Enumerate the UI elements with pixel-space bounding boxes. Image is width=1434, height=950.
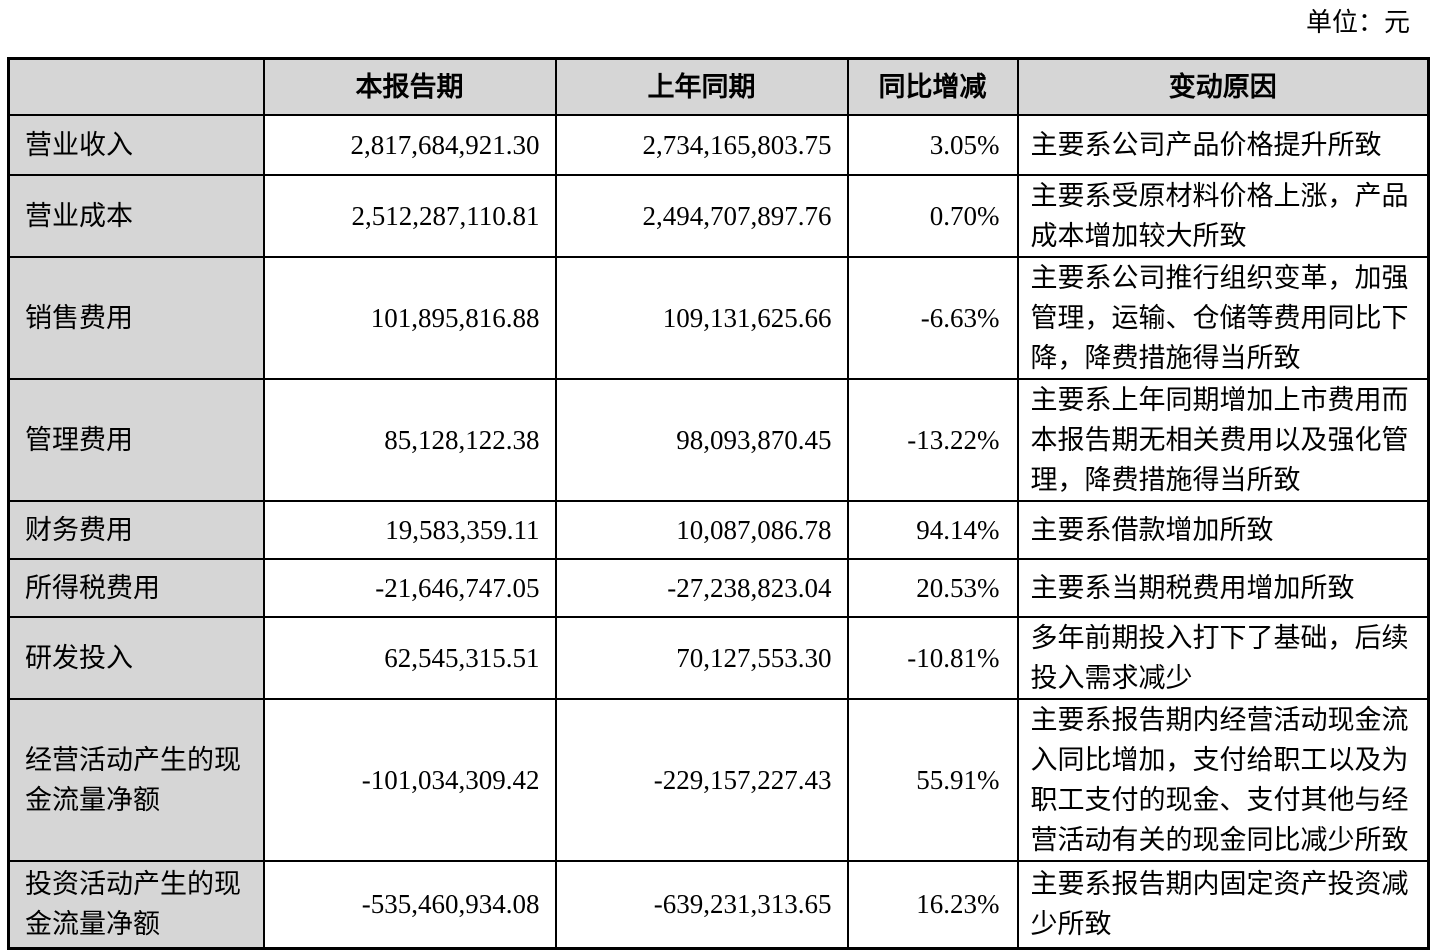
yoy-change-cell: 0.70% [846, 173, 1019, 258]
current-period-cell: 19,583,359.11 [262, 499, 557, 560]
row-label-cell: 财务费用 [7, 499, 265, 560]
current-period-cell: -21,646,747.05 [262, 557, 557, 618]
row-label-cell: 营业收入 [7, 113, 265, 176]
change-reason-cell: 主要系公司产品价格提升所致 [1016, 113, 1430, 176]
current-period-cell: -535,460,934.08 [262, 859, 557, 950]
table-row-operating-revenue: 营业收入 2,817,684,921.30 2,734,165,803.75 3… [7, 113, 1430, 176]
prior-period-cell: 98,093,870.45 [554, 377, 849, 502]
current-period-cell: 2,512,287,110.81 [262, 173, 557, 258]
yoy-change-cell: 94.14% [846, 499, 1019, 560]
table-row-rd-investment: 研发投入 62,545,315.51 70,127,553.30 -10.81%… [7, 615, 1430, 700]
prior-period-cell: 10,087,086.78 [554, 499, 849, 560]
header-cell-yoy-change: 同比增减 [846, 57, 1019, 116]
row-label-cell: 研发投入 [7, 615, 265, 700]
yoy-change-cell: 3.05% [846, 113, 1019, 176]
unit-label: 单位：元 [1305, 8, 1410, 37]
row-label-cell: 经营活动产生的现金流量净额 [7, 697, 265, 862]
row-label-cell: 销售费用 [7, 255, 265, 380]
prior-period-cell: 70,127,553.30 [554, 615, 849, 700]
change-reason-cell: 主要系报告期内经营活动现金流入同比增加，支付给职工以及为职工支付的现金、支付其他… [1016, 697, 1430, 862]
prior-period-cell: -639,231,313.65 [554, 859, 849, 950]
header-row: 本报告期 上年同期 同比增减 变动原因 [7, 57, 1430, 116]
table-row-selling-expenses: 销售费用 101,895,816.88 109,131,625.66 -6.63… [7, 255, 1430, 380]
row-label-cell: 管理费用 [7, 377, 265, 502]
table-row-operating-cash-flow: 经营活动产生的现金流量净额 -101,034,309.42 -229,157,2… [7, 697, 1430, 862]
prior-period-cell: 109,131,625.66 [554, 255, 849, 380]
change-reason-cell: 主要系受原材料价格上涨，产品成本增加较大所致 [1016, 173, 1430, 258]
change-reason-cell: 主要系借款增加所致 [1016, 499, 1430, 560]
current-period-cell: 85,128,122.38 [262, 377, 557, 502]
current-period-cell: -101,034,309.42 [262, 697, 557, 862]
current-period-cell: 2,817,684,921.30 [262, 113, 557, 176]
table-row-income-tax: 所得税费用 -21,646,747.05 -27,238,823.04 20.5… [7, 557, 1430, 618]
yoy-change-cell: -6.63% [846, 255, 1019, 380]
prior-period-cell: 2,734,165,803.75 [554, 113, 849, 176]
yoy-change-cell: -10.81% [846, 615, 1019, 700]
row-label-cell: 所得税费用 [7, 557, 265, 618]
current-period-cell: 101,895,816.88 [262, 255, 557, 380]
change-reason-cell: 多年前期投入打下了基础，后续投入需求减少 [1016, 615, 1430, 700]
prior-period-cell: 2,494,707,897.76 [554, 173, 849, 258]
header-cell-change-reason: 变动原因 [1016, 57, 1430, 116]
table-row-admin-expenses: 管理费用 85,128,122.38 98,093,870.45 -13.22%… [7, 377, 1430, 502]
change-reason-cell: 主要系上年同期增加上市费用而本报告期无相关费用以及强化管理，降费措施得当所致 [1016, 377, 1430, 502]
header-cell-prior-period: 上年同期 [554, 57, 849, 116]
yoy-change-cell: 20.53% [846, 557, 1019, 618]
yoy-change-cell: 16.23% [846, 859, 1019, 950]
yoy-change-cell: -13.22% [846, 377, 1019, 502]
yoy-change-cell: 55.91% [846, 697, 1019, 862]
change-reason-cell: 主要系当期税费用增加所致 [1016, 557, 1430, 618]
change-reason-cell: 主要系报告期内固定资产投资减少所致 [1016, 859, 1430, 950]
prior-period-cell: -229,157,227.43 [554, 697, 849, 862]
table-row-investing-cash-flow: 投资活动产生的现金流量净额 -535,460,934.08 -639,231,3… [7, 859, 1430, 950]
row-label-cell: 营业成本 [7, 173, 265, 258]
prior-period-cell: -27,238,823.04 [554, 557, 849, 618]
row-label-cell: 投资活动产生的现金流量净额 [7, 859, 265, 950]
header-cell-blank [7, 57, 265, 116]
table-row-operating-cost: 营业成本 2,512,287,110.81 2,494,707,897.76 0… [7, 173, 1430, 258]
change-reason-cell: 主要系公司推行组织变革，加强管理，运输、仓储等费用同比下降，降费措施得当所致 [1016, 255, 1430, 380]
current-period-cell: 62,545,315.51 [262, 615, 557, 700]
table-row-finance-expenses: 财务费用 19,583,359.11 10,087,086.78 94.14% … [7, 499, 1430, 560]
header-cell-current-period: 本报告期 [262, 57, 557, 116]
financial-table: 本报告期 上年同期 同比增减 变动原因 营业收入 2,817,684,921.3… [7, 57, 1430, 950]
